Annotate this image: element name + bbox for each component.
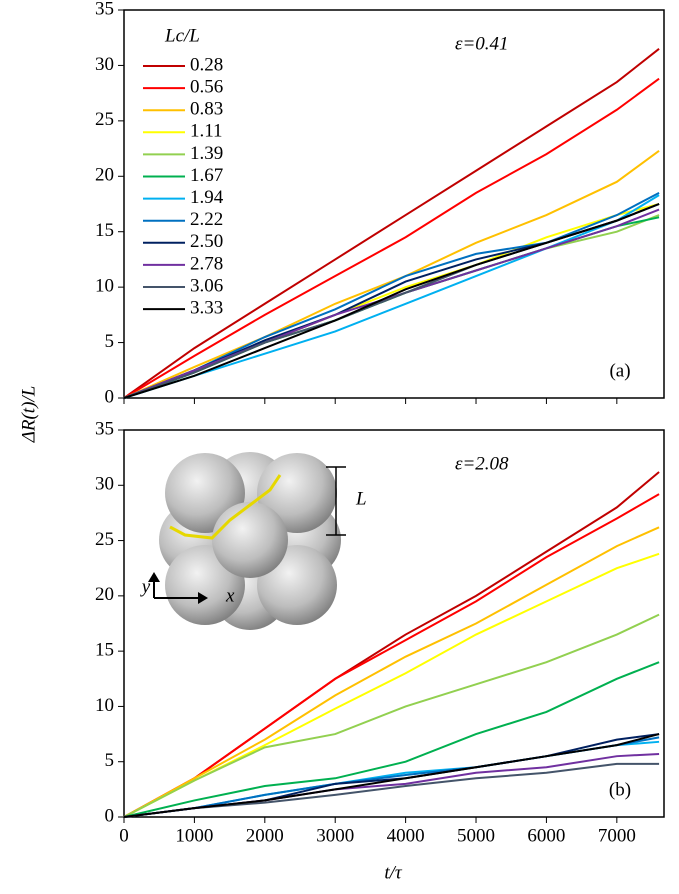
series-line	[123, 661, 660, 818]
legend-label: 3.06	[190, 275, 223, 296]
arrow-head	[148, 572, 160, 582]
legend-label: 2.22	[190, 209, 223, 230]
plot-frame	[123, 9, 665, 399]
series-line	[123, 493, 660, 818]
y-tick-label: 5	[105, 331, 115, 352]
legend-label: 0.56	[190, 76, 223, 97]
legend-label: 2.50	[190, 231, 223, 252]
x-tick-label: 0	[119, 825, 129, 846]
x-tick-label: 4000	[387, 825, 425, 846]
x-tick-label: 2000	[246, 825, 284, 846]
legend-label: 1.94	[190, 187, 224, 208]
plot-frame	[123, 429, 665, 818]
annotation: ε=0.41	[455, 33, 509, 54]
y-tick-label: 35	[95, 0, 114, 19]
y-tick-label: 10	[95, 276, 114, 297]
legend-title: Lc/L	[164, 25, 200, 46]
y-tick-label: 30	[95, 54, 114, 75]
y-tick-label: 15	[95, 220, 114, 241]
legend-label: 0.28	[190, 54, 223, 75]
sphere	[257, 453, 337, 533]
x-axis-label: t/τ	[384, 862, 403, 883]
x-tick-label: 6000	[527, 825, 565, 846]
x-tick-label: 7000	[598, 825, 636, 846]
arrow-head	[198, 592, 208, 604]
inset-label: x	[225, 585, 235, 606]
series-line	[123, 203, 660, 399]
y-tick-label: 5	[105, 750, 115, 771]
y-tick-label: 35	[95, 418, 114, 439]
y-tick-label: 15	[95, 640, 114, 661]
trajectory	[169, 474, 282, 540]
y-tick-label: 25	[95, 109, 114, 130]
series-line	[123, 192, 660, 399]
series-line	[123, 77, 660, 399]
y-tick-label: 0	[105, 386, 115, 407]
legend-label: 3.33	[190, 297, 223, 318]
x-tick-label: 3000	[316, 825, 354, 846]
annotation: ε=2.08	[455, 453, 509, 474]
sphere	[212, 502, 288, 578]
inset-diagram: L y x	[140, 452, 367, 630]
y-axis-label: ΔR(t)/L	[18, 386, 39, 444]
y-tick-label: 20	[95, 584, 114, 605]
panel-label: (a)	[609, 360, 630, 381]
series-line	[123, 194, 660, 399]
y-tick-label: 25	[95, 529, 114, 550]
inset-label: y	[140, 576, 151, 597]
legend-label: 1.11	[190, 121, 223, 142]
x-tick-label: 1000	[175, 825, 213, 846]
series-line	[123, 733, 660, 818]
y-tick-label: 0	[105, 805, 115, 826]
x-tick-label: 5000	[457, 825, 495, 846]
series-line	[123, 48, 660, 399]
legend-label: 0.83	[190, 99, 223, 120]
y-tick-label: 10	[95, 695, 114, 716]
series-line	[123, 613, 660, 818]
y-tick-label: 20	[95, 165, 114, 186]
inset-label: L	[355, 488, 367, 509]
series-line	[123, 526, 660, 818]
y-tick-label: 30	[95, 474, 114, 495]
legend-label: 2.78	[190, 253, 223, 274]
legend-label: 1.67	[190, 165, 223, 186]
legend-label: 1.39	[190, 143, 223, 164]
panel-label: (b)	[609, 779, 631, 800]
